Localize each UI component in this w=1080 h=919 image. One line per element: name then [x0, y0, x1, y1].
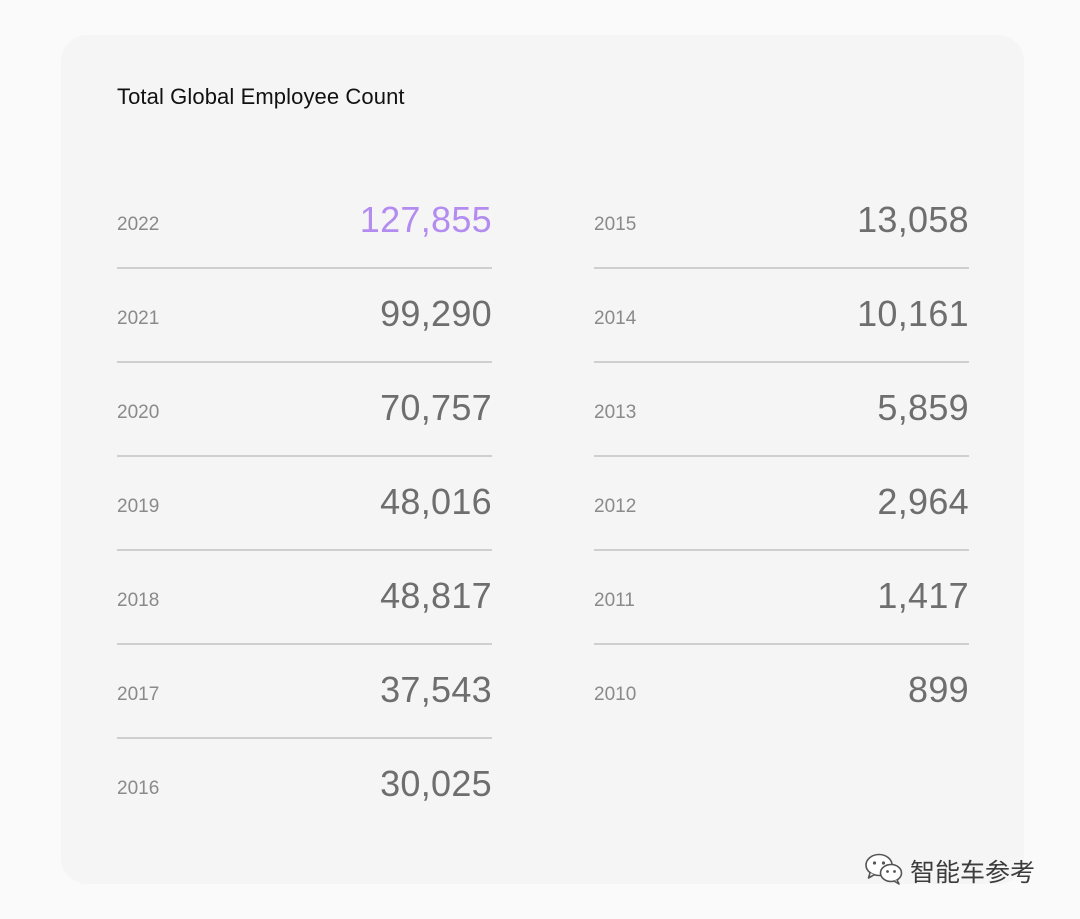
- employee-count-card: [61, 35, 1024, 884]
- table-row: 2018 48,817: [117, 551, 492, 645]
- table-row: 2012 2,964: [594, 457, 969, 551]
- right-column: 2015 13,058 2014 10,161 2013 5,859 2012 …: [594, 175, 969, 737]
- employee-count: 99,290: [380, 293, 492, 334]
- year-label: 2018: [117, 590, 160, 611]
- table-row: 2020 70,757: [117, 363, 492, 457]
- employee-count: 1,417: [877, 575, 969, 616]
- page-title: Total Global Employee Count: [117, 84, 405, 109]
- year-label: 2012: [594, 496, 637, 517]
- employee-count: 30,025: [380, 763, 492, 804]
- employee-count: 48,016: [380, 481, 492, 522]
- employee-count: 37,543: [380, 669, 492, 710]
- employee-count: 5,859: [877, 387, 969, 428]
- year-label: 2013: [594, 402, 637, 423]
- table-row: 2022 127,855: [117, 175, 492, 269]
- year-label: 2019: [117, 496, 160, 517]
- table-row: 2015 13,058: [594, 175, 969, 269]
- employee-count: 2,964: [877, 481, 969, 522]
- employee-count: 127,855: [359, 199, 492, 240]
- year-label: 2017: [117, 684, 160, 705]
- table-row: 2010 899: [594, 645, 969, 737]
- year-label: 2020: [117, 402, 160, 423]
- employee-count: 70,757: [380, 387, 492, 428]
- employee-count: 13,058: [857, 199, 969, 240]
- year-label: 2022: [117, 214, 160, 235]
- table-row: 2014 10,161: [594, 269, 969, 363]
- year-label: 2021: [117, 308, 160, 329]
- wechat-icon: [864, 852, 904, 891]
- year-label: 2015: [594, 214, 637, 235]
- table-row: 2011 1,417: [594, 551, 969, 645]
- employee-count: 899: [908, 669, 969, 710]
- employee-count: 10,161: [857, 293, 969, 334]
- year-label: 2010: [594, 684, 637, 705]
- table-row: 2019 48,016: [117, 457, 492, 551]
- employee-count: 48,817: [380, 575, 492, 616]
- year-label: 2011: [594, 590, 635, 611]
- table-row: 2013 5,859: [594, 363, 969, 457]
- year-label: 2014: [594, 308, 637, 329]
- watermark: 智能车参考: [864, 853, 1035, 889]
- table-row: 2016 30,025: [117, 739, 492, 831]
- table-row: 2021 99,290: [117, 269, 492, 363]
- watermark-text: 智能车参考: [910, 858, 1036, 887]
- left-column: 2022 127,855 2021 99,290 2020 70,757 201…: [117, 175, 492, 831]
- table-row: 2017 37,543: [117, 645, 492, 739]
- year-label: 2016: [117, 778, 160, 799]
